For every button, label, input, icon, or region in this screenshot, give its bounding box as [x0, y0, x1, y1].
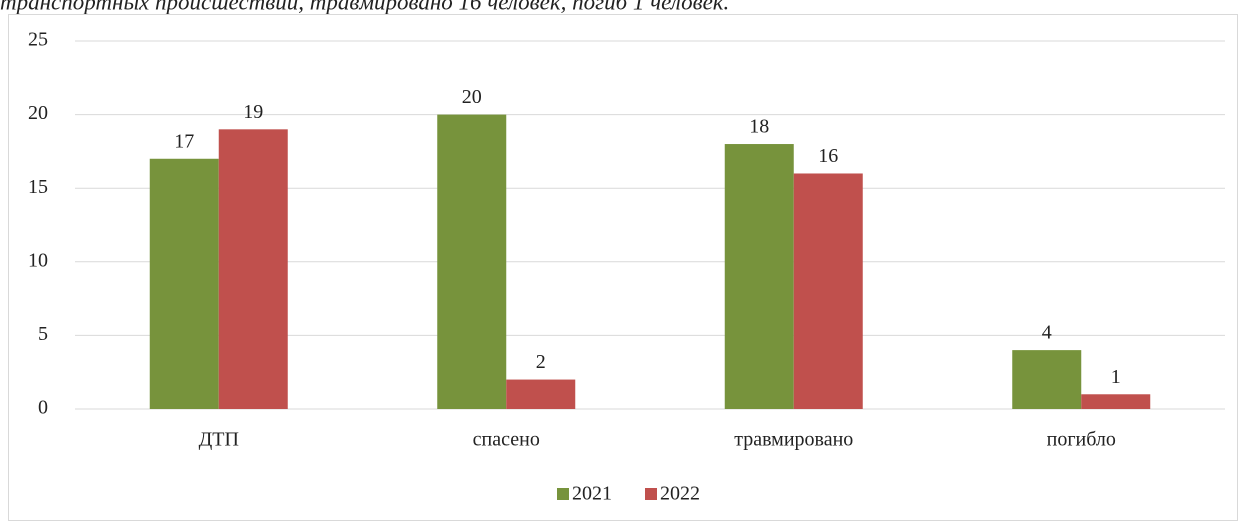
y-tick-label: 15 — [28, 176, 48, 198]
caption: транспортных происшествий, травмировано … — [0, 0, 729, 14]
bar — [793, 173, 863, 409]
y-tick-label: 10 — [28, 249, 48, 271]
y-tick-label: 25 — [28, 29, 48, 51]
data-label: 1 — [1111, 366, 1121, 388]
data-label: 17 — [174, 130, 194, 152]
y-tick-label: 5 — [38, 323, 48, 345]
bar — [1012, 350, 1082, 409]
x-tick-label: погибло — [1047, 429, 1116, 451]
bar — [506, 379, 576, 409]
bar — [218, 129, 288, 409]
legend-swatch — [557, 488, 569, 500]
bar — [437, 114, 507, 409]
data-label: 18 — [749, 116, 769, 138]
bar — [149, 158, 219, 409]
x-tick-label: травмировано — [734, 429, 853, 451]
data-label: 19 — [243, 101, 263, 123]
data-label: 4 — [1042, 322, 1052, 344]
legend-swatch — [645, 488, 657, 500]
legend-label: 2022 — [660, 483, 700, 505]
y-tick-label: 0 — [38, 397, 48, 419]
bar — [1081, 394, 1151, 409]
bar — [724, 144, 794, 410]
chart-frame — [8, 14, 1238, 521]
legend-label: 2021 — [572, 483, 612, 505]
data-label: 20 — [462, 86, 482, 108]
y-tick-label: 20 — [28, 102, 48, 124]
data-label: 16 — [818, 145, 838, 167]
x-tick-label: спасено — [473, 429, 540, 451]
data-label: 2 — [536, 351, 546, 373]
x-tick-label: ДТП — [199, 429, 239, 451]
